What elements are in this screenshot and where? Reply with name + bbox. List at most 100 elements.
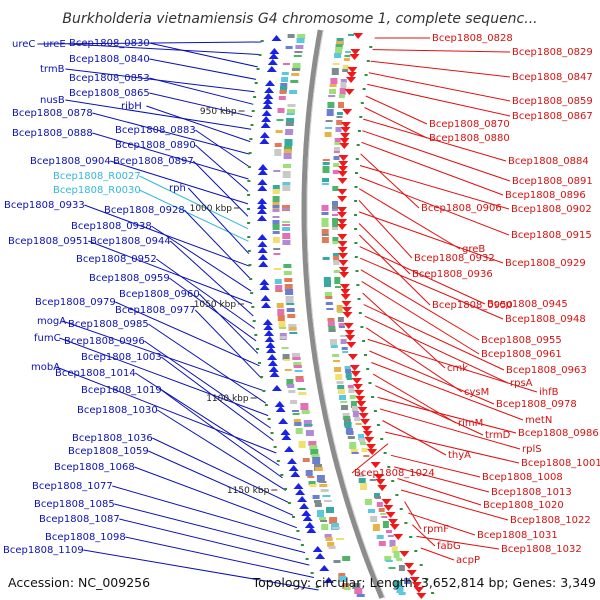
gene-label-right[interactable]: thyA — [448, 450, 471, 461]
gene-label-left[interactable]: ribH — [121, 101, 142, 112]
gene-label-right[interactable]: Bcep1808_0870 — [429, 119, 510, 130]
gene-label-right[interactable]: Bcep1808_1024 — [354, 468, 435, 479]
gene-label-right[interactable]: Bcep1808_0950 — [432, 300, 513, 311]
gene-label-left[interactable]: Bcep1808_0933 — [4, 200, 85, 211]
gene-label-right[interactable]: rpsA — [510, 378, 533, 389]
gene-label-right[interactable]: rimM — [458, 418, 483, 429]
gene-label-left[interactable]: ureC — [12, 39, 35, 50]
gene-label-right[interactable]: trmD — [485, 430, 511, 441]
gene-label-left[interactable]: Bcep1808_1109 — [3, 545, 84, 556]
gene-label-left[interactable]: Bcep1808_R0027 — [53, 171, 141, 182]
gene-label-right[interactable]: Bcep1808_0891 — [512, 176, 593, 187]
gene-label-left[interactable]: mogA — [37, 316, 66, 327]
gene-label-right[interactable]: Bcep1808_1031 — [477, 530, 558, 541]
gene-label-right[interactable]: Bcep1808_0945 — [487, 299, 568, 310]
gene-label-left[interactable]: Bcep1808_0865 — [69, 88, 150, 99]
gene-label-right[interactable]: Bcep1808_0847 — [512, 72, 593, 83]
gene-label-right[interactable]: Bcep1808_0906 — [421, 203, 502, 214]
gene-label-left[interactable]: Bcep1808_0944 — [90, 236, 171, 247]
gene-label-right[interactable]: fabG — [437, 541, 461, 552]
gene-label-right[interactable]: Bcep1808_0948 — [505, 314, 586, 325]
gene-label-left[interactable]: Bcep1808_R0030 — [53, 185, 141, 196]
gene-label-left[interactable]: Bcep1808_1087 — [39, 514, 120, 525]
gene-label-left[interactable]: Bcep1808_0938 — [71, 221, 152, 232]
gene-label-left[interactable]: fumC — [34, 333, 61, 344]
gene-label-left[interactable]: Bcep1808_0996 — [64, 336, 145, 347]
gene-label-left[interactable]: Bcep1808_1068 — [54, 462, 135, 473]
gene-label-left[interactable]: Bcep1808_0840 — [69, 54, 150, 65]
gene-arrow-minus — [259, 284, 270, 290]
gene-label-right[interactable]: Bcep1808_0978 — [496, 399, 577, 410]
gene-label-left[interactable]: Bcep1808_0853 — [69, 73, 150, 84]
gene-label-right[interactable]: Bcep1808_1022 — [510, 515, 591, 526]
gene-label-right[interactable]: Bcep1808_0884 — [508, 156, 589, 167]
gene-label-right[interactable]: rplS — [522, 444, 542, 455]
gene-label-right[interactable]: Bcep1808_1032 — [501, 544, 582, 555]
gene-arrow-minus — [257, 215, 267, 221]
gene-label-right[interactable]: Bcep1808_0932 — [414, 253, 495, 264]
gene-label-right[interactable]: acpP — [456, 555, 480, 566]
gene-label-right[interactable]: Bcep1808_0902 — [511, 204, 592, 215]
gene-label-left[interactable]: mobA — [31, 362, 60, 373]
gene-label-left[interactable]: Bcep1808_1003 — [81, 352, 162, 363]
marker-dot — [284, 488, 287, 490]
gene-label-left[interactable]: Bcep1808_0888 — [12, 128, 93, 139]
gene-label-right[interactable]: metN — [525, 415, 552, 426]
gene-label-left[interactable]: Bcep1808_1036 — [72, 433, 153, 444]
gene-label-left[interactable]: Bcep1808_0830 — [69, 38, 150, 49]
gene-label-left[interactable]: Bcep1808_1059 — [68, 446, 149, 457]
gene-label-right[interactable]: Bcep1808_1013 — [491, 487, 572, 498]
gene-label-left[interactable]: Bcep1808_0897 — [113, 156, 194, 167]
gene-label-left[interactable]: trmB — [40, 64, 65, 75]
gene-label-left[interactable]: Bcep1808_0904 — [30, 156, 111, 167]
gene-label-left[interactable]: Bcep1808_0979 — [35, 297, 116, 308]
gene-label-right[interactable]: Bcep1808_0896 — [505, 190, 586, 201]
gene-label-left[interactable]: rph — [169, 183, 186, 194]
gene-label-right[interactable]: Bcep1808_0986 — [518, 428, 599, 439]
leader-line-right — [360, 153, 420, 209]
gene-label-right[interactable]: Bcep1808_0880 — [429, 133, 510, 144]
gene-label-right[interactable]: Bcep1808_1001 — [521, 458, 600, 469]
gene-label-left[interactable]: Bcep1808_0928 — [104, 205, 185, 216]
gene-label-left[interactable]: Bcep1808_0951 — [8, 236, 89, 247]
gene-label-right[interactable]: ihfB — [539, 387, 559, 398]
gene-label-right[interactable]: Bcep1808_0936 — [412, 269, 493, 280]
gene-label-left[interactable]: Bcep1808_0952 — [76, 254, 157, 265]
gene-label-left[interactable]: nusB — [40, 95, 65, 106]
gene-label-right[interactable]: Bcep1808_0929 — [505, 258, 586, 269]
gene-label-left[interactable]: Bcep1808_1077 — [32, 481, 113, 492]
gene-label-right[interactable]: Bcep1808_0961 — [481, 349, 562, 360]
gene-label-left[interactable]: Bcep1808_1014 — [55, 368, 136, 379]
gene-label-left[interactable]: Bcep1808_1030 — [77, 405, 158, 416]
gene-label-right[interactable]: greB — [462, 244, 485, 255]
gene-label-right[interactable]: Bcep1808_0829 — [512, 47, 593, 58]
gene-label-left[interactable]: Bcep1808_1085 — [34, 499, 115, 510]
feature-block — [312, 457, 321, 464]
gene-label-left[interactable]: Bcep1808_0960 — [119, 289, 200, 300]
gene-label-right[interactable]: Bcep1808_0955 — [481, 335, 562, 346]
gene-label-right[interactable]: Bcep1808_0859 — [512, 96, 593, 107]
gene-label-left[interactable]: Bcep1808_0985 — [68, 319, 149, 330]
gene-label-left[interactable]: Bcep1808_0977 — [115, 305, 196, 316]
gene-label-right[interactable]: cmk — [447, 363, 468, 374]
gene-arrow-plus — [345, 335, 356, 341]
gene-label-left[interactable]: Bcep1808_0959 — [89, 273, 170, 284]
feature-block — [297, 388, 306, 390]
gene-label-right[interactable]: rpmF — [423, 524, 449, 535]
gene-label-right[interactable]: Bcep1808_0915 — [511, 230, 592, 241]
feature-block — [318, 481, 327, 483]
gene-label-right[interactable]: Bcep1808_1008 — [482, 472, 563, 483]
gene-arrow-minus — [262, 103, 273, 109]
gene-label-right[interactable]: cysM — [464, 387, 489, 398]
gene-label-left[interactable]: Bcep1808_0890 — [115, 140, 196, 151]
gene-label-right[interactable]: Bcep1808_1020 — [483, 500, 564, 511]
gene-arrow-minus — [257, 198, 268, 204]
gene-label-left[interactable]: ureE — [43, 39, 66, 50]
gene-label-left[interactable]: Bcep1808_0883 — [115, 125, 196, 136]
gene-label-right[interactable]: Bcep1808_0963 — [506, 365, 587, 376]
gene-label-right[interactable]: Bcep1808_0828 — [432, 33, 513, 44]
gene-label-left[interactable]: Bcep1808_0878 — [12, 108, 93, 119]
gene-label-right[interactable]: Bcep1808_0867 — [512, 111, 593, 122]
gene-label-left[interactable]: Bcep1808_1019 — [81, 385, 162, 396]
gene-label-left[interactable]: Bcep1808_1098 — [45, 532, 126, 543]
